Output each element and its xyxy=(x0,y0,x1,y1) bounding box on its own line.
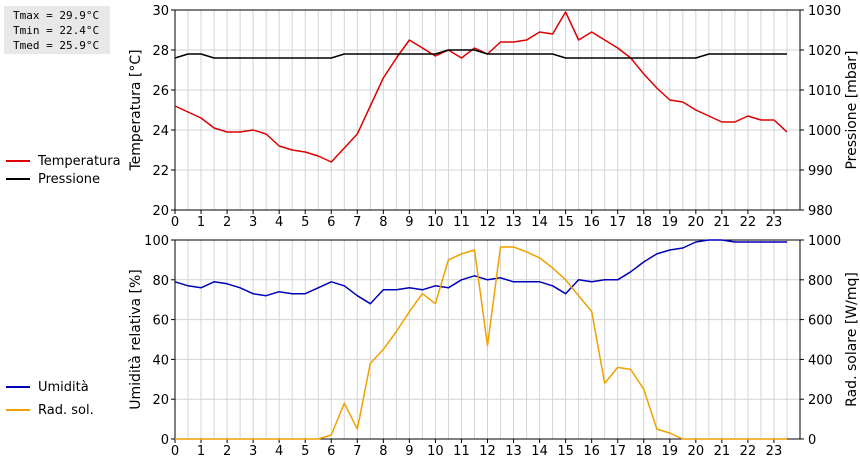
x-tick-label: 0 xyxy=(171,444,179,459)
tmax-label: Tmax = 29.9°C xyxy=(13,9,100,22)
tmed-label: Tmed = 25.9°C xyxy=(13,39,100,52)
x-tick-label: 22 xyxy=(740,215,757,230)
y-axis-title-left: Umidità relativa [%] xyxy=(128,269,144,410)
x-tick-label: 13 xyxy=(505,444,522,459)
x-tick-label: 20 xyxy=(688,215,705,230)
y-tick-label-left: 24 xyxy=(152,124,169,139)
x-tick-label: 2 xyxy=(223,444,231,459)
x-tick-label: 3 xyxy=(249,215,257,230)
y-tick-label-right: 1000 xyxy=(808,124,841,139)
x-tick-label: 16 xyxy=(583,444,600,459)
y-tick-label-left: 20 xyxy=(152,393,169,408)
y-tick-label-left: 20 xyxy=(152,204,169,219)
y-tick-label-left: 22 xyxy=(152,164,169,179)
x-tick-label: 0 xyxy=(171,215,179,230)
x-tick-label: 1 xyxy=(197,444,205,459)
x-tick-label: 2 xyxy=(223,215,231,230)
series-line-2 xyxy=(175,246,787,440)
y-tick-label-left: 28 xyxy=(152,44,169,59)
y-tick-label-right: 980 xyxy=(808,204,833,219)
legend-label: Temperatura xyxy=(37,154,121,169)
y-tick-label-right: 600 xyxy=(808,314,833,329)
x-tick-label: 12 xyxy=(479,215,496,230)
series-line-1 xyxy=(174,11,788,163)
legend-label: Pressione xyxy=(38,172,100,187)
y-tick-label-right: 0 xyxy=(808,433,816,448)
x-tick-label: 7 xyxy=(353,444,361,459)
x-tick-label: 5 xyxy=(301,444,309,459)
x-tick-label: 17 xyxy=(609,444,626,459)
x-tick-label: 10 xyxy=(427,444,444,459)
x-tick-label: 13 xyxy=(505,215,522,230)
y-tick-label-right: 400 xyxy=(808,353,833,368)
x-tick-label: 14 xyxy=(531,215,548,230)
x-tick-label: 14 xyxy=(531,444,548,459)
y-tick-label-left: 26 xyxy=(152,84,169,99)
chart-humidity-radiation: 0 1 2 3 4 5 6 7 8 9 10 11 12 13 14 15 16 17 18 19 20 21 22 2302… xyxy=(6,234,860,459)
x-tick-label: 12 xyxy=(479,444,496,459)
x-tick-label: 9 xyxy=(405,444,413,459)
y-tick-label-right: 200 xyxy=(808,393,833,408)
y-tick-label-left: 30 xyxy=(152,4,169,19)
chart-temperature-pressure: 0 1 2 3 4 5 6 7 8 9 10 11 12 13 14 15 16 17 18 19 20 21 22 2320… xyxy=(6,4,860,230)
x-tick-label: 18 xyxy=(635,215,652,230)
x-tick-label: 18 xyxy=(635,444,652,459)
x-tick-label: 1 xyxy=(197,215,205,230)
y-tick-label-left: 100 xyxy=(144,234,169,249)
x-tick-label: 3 xyxy=(249,444,257,459)
legend-label: Umidità xyxy=(38,380,89,395)
y-axis-title-right: Rad. solare [W/mq] xyxy=(844,272,860,407)
y-tick-label-right: 1020 xyxy=(808,44,841,59)
x-tick-label: 17 xyxy=(609,215,626,230)
x-tick-label: 7 xyxy=(353,215,361,230)
x-tick-label: 23 xyxy=(766,215,783,230)
x-tick-label: 16 xyxy=(583,215,600,230)
series-line-2 xyxy=(174,49,787,59)
y-tick-label-left: 80 xyxy=(152,274,169,289)
x-tick-label: 19 xyxy=(662,444,679,459)
y-tick-label-left: 0 xyxy=(161,433,169,448)
x-tick-label: 8 xyxy=(379,444,387,459)
x-tick-label: 10 xyxy=(427,215,444,230)
x-tick-label: 19 xyxy=(662,215,679,230)
x-tick-label: 15 xyxy=(557,215,574,230)
y-tick-label-left: 60 xyxy=(152,314,169,329)
y-axis-title-left: Temperatura [°C] xyxy=(128,49,144,171)
x-tick-label: 15 xyxy=(557,444,574,459)
tmin-label: Tmin = 22.4°C xyxy=(13,24,100,37)
x-tick-label: 4 xyxy=(275,215,283,230)
x-tick-label: 11 xyxy=(453,215,470,230)
stats-box: Tmax = 29.9°C Tmin = 22.4°C Tmed = 25.9°… xyxy=(4,6,110,54)
x-tick-label: 21 xyxy=(714,444,731,459)
y-tick-label-right: 1000 xyxy=(808,234,841,249)
x-tick-label: 9 xyxy=(405,215,413,230)
y-tick-label-left: 40 xyxy=(152,353,169,368)
x-tick-label: 8 xyxy=(379,215,387,230)
y-tick-label-right: 1030 xyxy=(808,4,841,19)
x-tick-label: 11 xyxy=(453,444,470,459)
x-tick-label: 23 xyxy=(766,444,783,459)
series-line-1 xyxy=(174,239,787,305)
x-tick-label: 5 xyxy=(301,215,309,230)
x-tick-label: 22 xyxy=(740,444,757,459)
y-axis-title-right: Pressione [mbar] xyxy=(844,50,860,169)
x-tick-label: 6 xyxy=(327,444,335,459)
x-tick-label: 20 xyxy=(688,444,705,459)
y-tick-label-right: 800 xyxy=(808,274,833,289)
x-tick-label: 6 xyxy=(327,215,335,230)
legend-label: Rad. sol. xyxy=(38,403,94,418)
y-tick-label-right: 990 xyxy=(808,164,833,179)
x-tick-label: 21 xyxy=(714,215,731,230)
x-tick-label: 4 xyxy=(275,444,283,459)
y-tick-label-right: 1010 xyxy=(808,84,841,99)
